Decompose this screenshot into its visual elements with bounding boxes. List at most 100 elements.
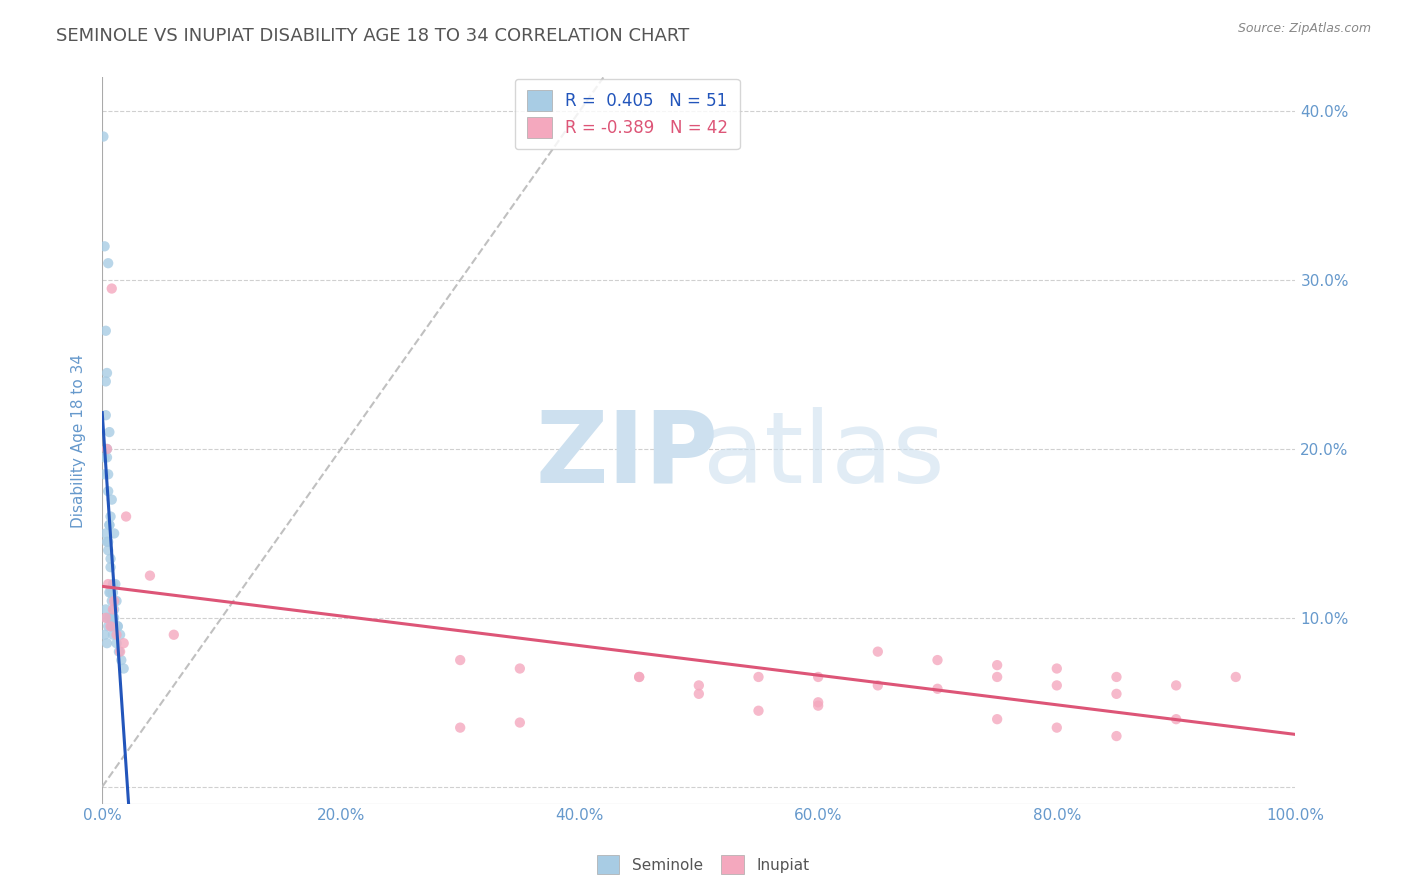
Point [986,712,1008,726]
Text: atlas: atlas [703,407,945,504]
Point [986,670,1008,684]
Point [866,678,889,692]
Point [93,129,115,144]
Point [94,324,117,338]
Point [110,653,132,667]
Point [98,518,121,533]
Text: SEMINOLE VS INUPIAT DISABILITY AGE 18 TO 34 CORRELATION CHART: SEMINOLE VS INUPIAT DISABILITY AGE 18 TO… [56,27,689,45]
Legend: R =  0.405   N = 51, R = -0.389   N = 42: R = 0.405 N = 51, R = -0.389 N = 42 [515,78,740,149]
Point [94,526,117,541]
Point [98,611,121,625]
Point [100,619,122,633]
Point [97,484,120,499]
Point [100,492,122,507]
Point [139,568,162,582]
Point [101,577,124,591]
Point [104,619,127,633]
Point [1166,712,1188,726]
Point [449,653,471,667]
Point [93,450,115,465]
Point [98,585,121,599]
Point [115,509,138,524]
Point [96,611,118,625]
Legend: Seminole, Inupiat: Seminole, Inupiat [591,849,815,880]
Point [93,239,115,253]
Point [100,619,122,633]
Text: ZIP: ZIP [536,407,718,504]
Point [108,645,131,659]
Point [100,509,122,524]
Point [807,670,830,684]
Point [98,518,121,533]
Point [101,602,124,616]
Text: Source: ZipAtlas.com: Source: ZipAtlas.com [1237,22,1371,36]
Point [100,611,122,625]
Point [628,670,651,684]
Point [94,375,117,389]
Point [688,678,710,692]
Point [747,670,769,684]
Point [112,661,135,675]
Point [93,467,115,482]
Point [1046,661,1069,675]
Point [93,628,115,642]
Point [807,695,830,709]
Point [107,619,129,633]
Point [97,256,120,270]
Point [927,681,949,696]
Point [509,661,531,675]
Point [1105,670,1128,684]
Point [97,467,120,482]
Point [100,594,122,608]
Point [96,442,118,456]
Point [747,704,769,718]
Point [94,602,117,616]
Point [103,526,125,541]
Point [807,698,830,713]
Point [97,577,120,591]
Point [688,687,710,701]
Point [100,281,122,295]
Point [1046,721,1069,735]
Point [107,619,129,633]
Point [100,585,122,599]
Point [101,628,124,642]
Point [94,611,117,625]
Point [97,534,120,549]
Point [986,658,1008,673]
Point [96,442,118,456]
Point [100,560,122,574]
Point [97,619,120,633]
Point [96,450,118,465]
Point [96,534,118,549]
Point [103,611,125,625]
Point [98,425,121,439]
Point [628,670,651,684]
Point [108,628,131,642]
Point [105,594,128,608]
Point [100,551,122,566]
Point [112,636,135,650]
Point [163,628,186,642]
Point [104,577,127,591]
Point [449,721,471,735]
Point [1225,670,1247,684]
Y-axis label: Disability Age 18 to 34: Disability Age 18 to 34 [72,353,86,527]
Point [103,594,125,608]
Point [101,585,124,599]
Point [927,653,949,667]
Point [1105,687,1128,701]
Point [108,645,131,659]
Point [97,543,120,558]
Point [1166,678,1188,692]
Point [1105,729,1128,743]
Point [94,408,117,422]
Point [96,636,118,650]
Point [105,628,128,642]
Point [509,715,531,730]
Point [103,602,125,616]
Point [105,636,128,650]
Point [866,645,889,659]
Point [96,366,118,380]
Point [1046,678,1069,692]
